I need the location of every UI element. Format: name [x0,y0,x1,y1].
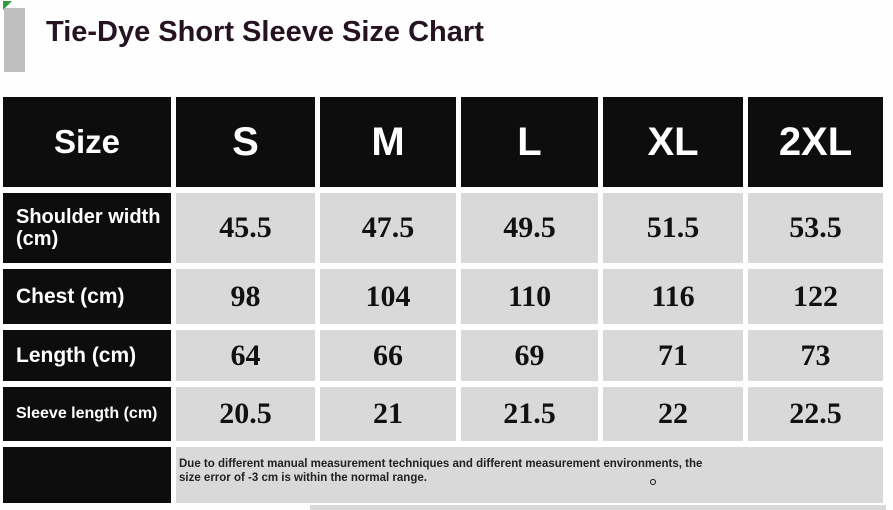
value-length-m: 66 [320,330,456,381]
value-sleeve-s: 20.5 [176,387,315,441]
small-circle-mark-icon [650,479,656,485]
value-shoulder-2xl: 53.5 [748,193,883,263]
note-line-1: Due to different manual measurement tech… [179,458,703,470]
table-header-m: M [320,97,456,187]
value-shoulder-l: 49.5 [461,193,598,263]
value-length-l: 69 [461,330,598,381]
value-chest-2xl: 122 [748,269,883,324]
size-chart-table: Size S M L XL 2XL Shoulder width (cm) 45… [3,97,883,503]
value-length-2xl: 73 [748,330,883,381]
value-sleeve-xl: 22 [603,387,743,441]
value-sleeve-m: 21 [320,387,456,441]
cutoff-gray-strip [310,505,886,510]
value-chest-m: 104 [320,269,456,324]
value-shoulder-m: 47.5 [320,193,456,263]
value-chest-s: 98 [176,269,315,324]
value-sleeve-2xl: 22.5 [748,387,883,441]
value-shoulder-xl: 51.5 [603,193,743,263]
note-line-2: size error of -3 cm is within the normal… [179,472,427,484]
value-chest-xl: 116 [603,269,743,324]
corner-accent-triangle-icon [3,1,12,10]
footer-label-cell [3,447,171,503]
title-decoration-bar [4,8,25,72]
value-shoulder-s: 45.5 [176,193,315,263]
table-header-size: Size [3,97,171,187]
row-label-length: Length (cm) [3,330,171,381]
table-header-xl: XL [603,97,743,187]
value-length-s: 64 [176,330,315,381]
value-sleeve-l: 21.5 [461,387,598,441]
table-header-2xl: 2XL [748,97,883,187]
row-label-chest: Chest (cm) [3,269,171,324]
row-label-sleeve-length: Sleeve length (cm) [3,387,171,441]
table-header-s: S [176,97,315,187]
value-chest-l: 110 [461,269,598,324]
row-label-shoulder-width: Shoulder width (cm) [3,193,171,263]
table-header-l: L [461,97,598,187]
value-length-xl: 71 [603,330,743,381]
measurement-note: Due to different manual measurement tech… [176,447,883,503]
page-title: Tie-Dye Short Sleeve Size Chart [46,16,484,48]
